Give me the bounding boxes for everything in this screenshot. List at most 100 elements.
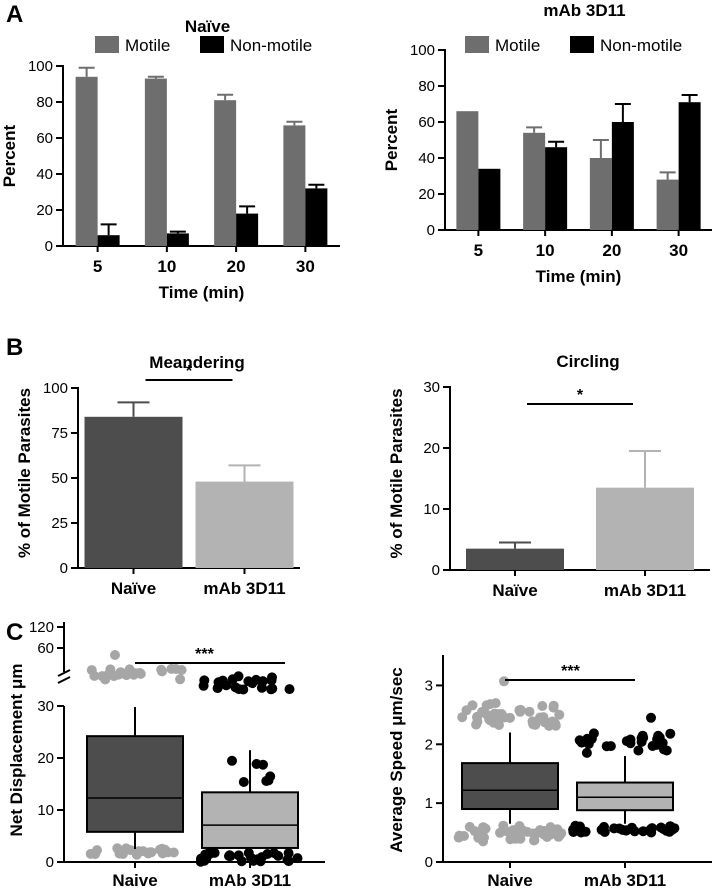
b2-x-tick-label: mAb 3D11: [604, 581, 686, 600]
c1-outlier-mab3d11: [262, 849, 273, 859]
c2-outlier-naive: [530, 719, 541, 730]
c2-outlier-naive: [524, 706, 535, 717]
c1-outlier-naive: [170, 664, 181, 674]
a2-bar-motile: [456, 111, 479, 230]
c1-y-axis-label: Net Displacement μm: [7, 664, 26, 837]
c1-outlier-mab3d11: [267, 672, 277, 683]
c1-outlier-naive: [133, 846, 144, 857]
c2-outlier-naive: [508, 825, 519, 836]
c2-outlier-mab3d11: [625, 734, 636, 745]
a1-x-tick-label: 30: [296, 257, 315, 276]
b1-bar-mab3d11: [195, 481, 294, 568]
c1-outlier-naive: [124, 664, 135, 675]
c1-outlier-mab3d11: [255, 856, 266, 867]
b1-y-tick-label: 75: [51, 425, 68, 442]
a2-y-tick-label: 100: [410, 42, 435, 59]
c1-outlier-mab3d11: [284, 684, 295, 695]
c1-outlier-mab3d11: [224, 851, 234, 861]
c1-outlier-mab3d11: [251, 759, 262, 769]
c2-outlier-naive: [499, 676, 509, 687]
c1-outlier-naive: [104, 668, 115, 679]
c2-naive-box: [461, 762, 559, 811]
c1-axis-break-mark: [57, 669, 71, 677]
b1-y-tick-label: 25: [51, 515, 68, 532]
c2-x-tick-label: Naive: [487, 871, 532, 889]
panel-letter-b: B: [6, 334, 23, 361]
c2-outlier-naive: [479, 832, 489, 843]
c1-y-tick-label: 0: [46, 854, 54, 871]
a1-y-tick-label: 0: [45, 238, 53, 255]
c2-outlier-naive: [529, 835, 539, 846]
c2-outlier-naive: [459, 831, 469, 841]
c2-outlier-naive: [548, 702, 559, 713]
a2-y-tick-label: 20: [418, 186, 435, 203]
c1-axis-break-mark: [57, 676, 71, 684]
b1-bar-naive: [84, 416, 183, 568]
a2-bar-motile: [589, 158, 612, 230]
a2-y-axis-label: Percent: [382, 108, 401, 171]
b2-bar-naive: [466, 548, 564, 570]
b1-x-tick-label: Naïve: [111, 579, 156, 598]
c1-outlier-mab3d11: [204, 849, 215, 860]
b1-y-tick-label: 50: [51, 470, 68, 487]
c2-outlier-naive: [542, 832, 553, 842]
c1-outlier-naive: [134, 668, 145, 678]
a2-y-tick-label: 80: [418, 78, 435, 95]
a2-bar-nonmotile: [611, 122, 634, 230]
b2-y-tick-label: 10: [423, 501, 440, 518]
a2-y-tick-label: 40: [418, 150, 435, 167]
c2-outlier-mab3d11: [657, 737, 668, 748]
b1-y-tick-label: 100: [43, 380, 68, 397]
c1-y-tick-label-upper: 60: [37, 640, 54, 657]
a2-legend-label-nonmotile: Non-motile: [600, 36, 682, 55]
c2-outlier-mab3d11: [626, 822, 637, 833]
c1-significance-label: ***: [195, 646, 214, 663]
a2-legend-swatch-motile: [465, 36, 489, 53]
c2-outlier-naive: [478, 822, 489, 833]
c1-outlier-mab3d11: [233, 850, 244, 861]
c1-y-tick-label: 30: [37, 698, 54, 715]
a1-y-tick-label: 100: [28, 58, 53, 75]
c1-outlier-mab3d11: [263, 775, 274, 786]
c2-significance-label: ***: [561, 663, 580, 680]
c1-outlier-mab3d11: [238, 684, 249, 695]
c1-naive-box: [86, 735, 184, 833]
a1-y-tick-label: 60: [36, 130, 53, 147]
b1-title: Meandering: [149, 353, 244, 372]
c2-outlier-naive: [556, 828, 567, 839]
a1-legend-label-motile: Motile: [125, 36, 170, 55]
c1-outlier-mab3d11: [251, 674, 262, 685]
c2-outlier-mab3d11: [664, 826, 675, 837]
a2-title: mAb 3D11: [543, 1, 625, 20]
b2-y-tick-label: 20: [423, 440, 440, 457]
a1-bar-motile: [144, 78, 167, 246]
c1-outlier-mab3d11: [267, 683, 278, 694]
b1-significance-label: *: [186, 363, 193, 380]
a2-x-tick-label: 5: [474, 241, 483, 260]
a1-bar-motile: [75, 76, 98, 246]
a1-bar-nonmotile: [97, 235, 120, 246]
c2-outlier-mab3d11: [576, 737, 587, 748]
a1-bar-nonmotile: [236, 213, 259, 246]
panel-letter-c: C: [6, 619, 23, 646]
c2-outlier-naive: [514, 705, 525, 716]
a2-bar-nonmotile: [545, 147, 568, 230]
a1-x-tick-label: 20: [227, 257, 246, 276]
c1-outlier-naive: [115, 667, 126, 678]
a2-y-tick-label: 0: [427, 222, 435, 239]
c1-outlier-naive: [86, 665, 97, 676]
b2-y-tick-label: 0: [432, 562, 440, 579]
c2-outlier-naive: [550, 720, 561, 731]
c1-outlier-mab3d11: [196, 853, 206, 864]
a1-x-tick-label: 5: [93, 257, 102, 276]
c1-outlier-naive: [146, 847, 157, 858]
a1-bar-motile: [283, 125, 306, 246]
b2-significance-label: *: [577, 387, 584, 404]
a2-x-tick-label: 30: [669, 241, 688, 260]
c2-outlier-mab3d11: [581, 747, 592, 758]
c2-y-tick-label: 1: [425, 795, 433, 812]
a1-bar-nonmotile: [305, 188, 328, 246]
c2-outlier-mab3d11: [586, 733, 597, 744]
a2-x-tick-label: 20: [602, 241, 621, 260]
